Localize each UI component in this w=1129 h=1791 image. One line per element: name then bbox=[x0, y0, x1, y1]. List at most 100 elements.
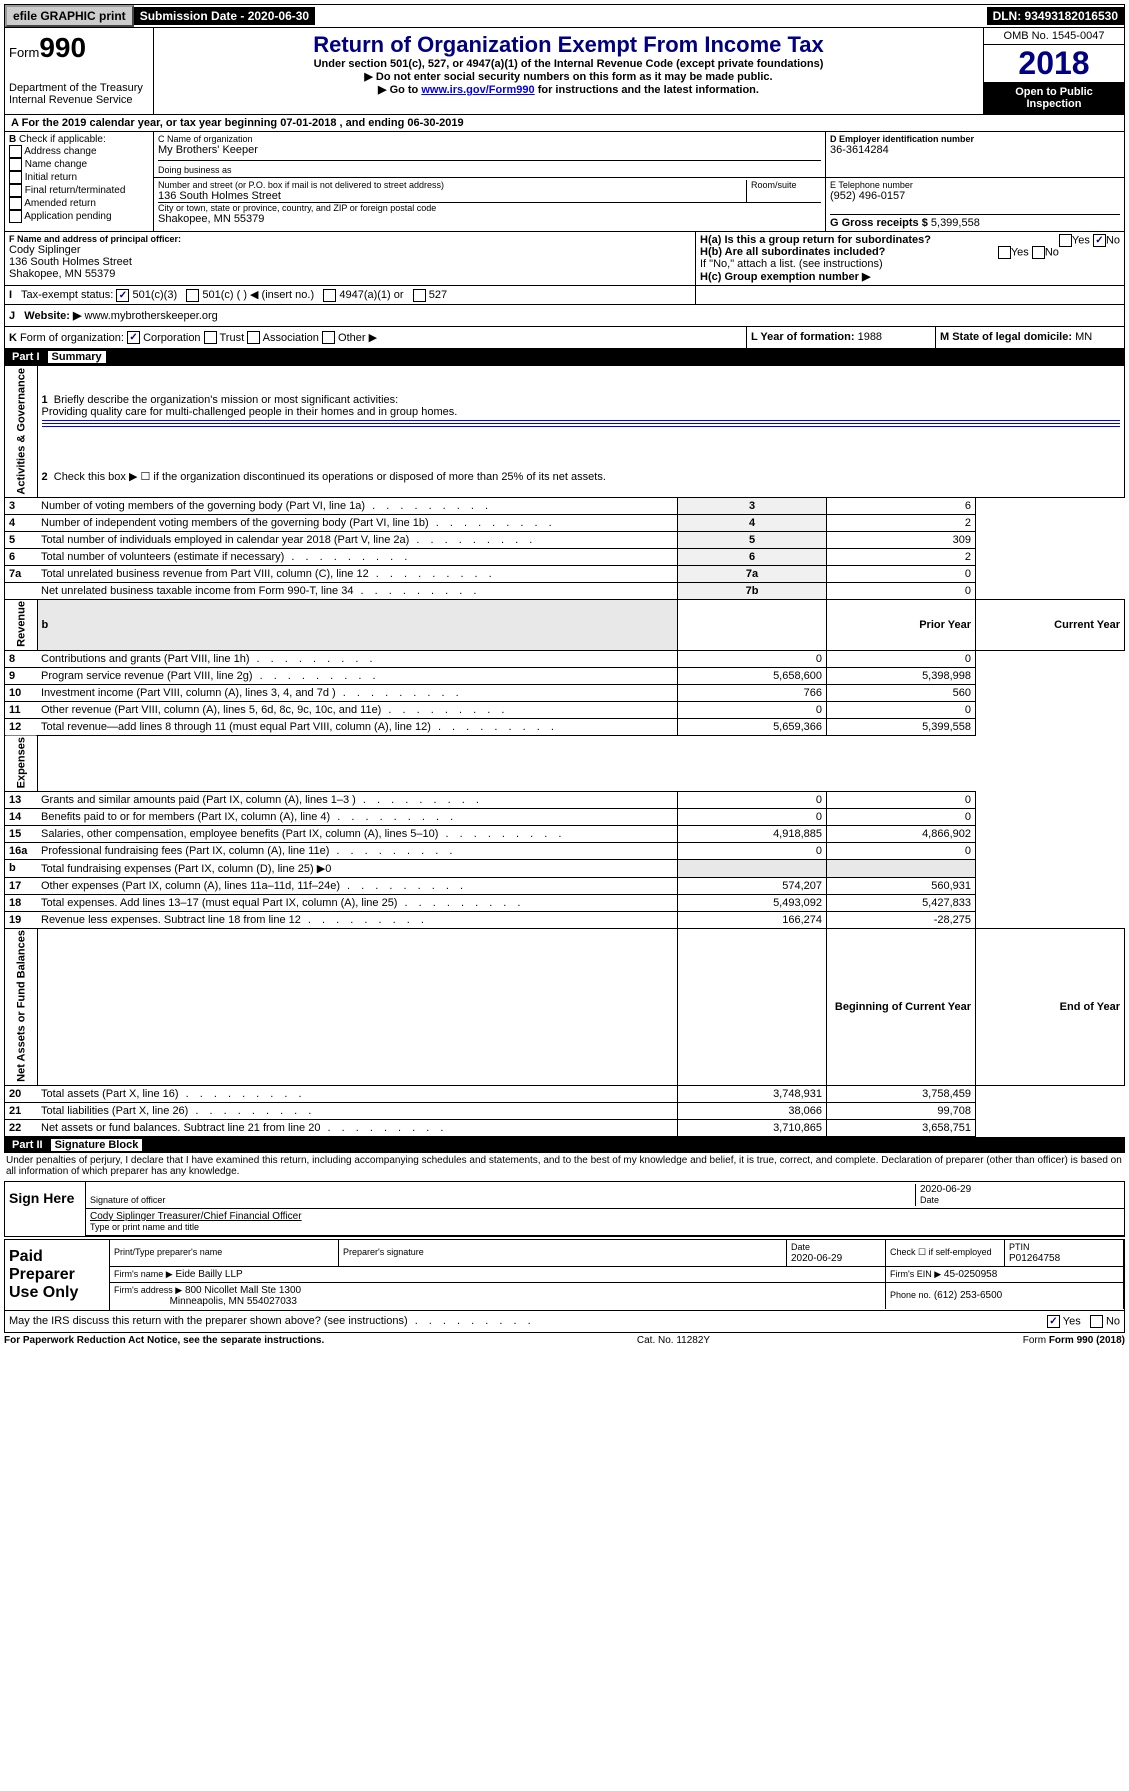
tax-exempt-label: Tax-exempt status: bbox=[21, 289, 113, 301]
website-label: Website: ▶ bbox=[24, 310, 81, 322]
side-revenue: Revenue bbox=[5, 599, 38, 650]
col-b-checkboxes: B Check if applicable: Address change Na… bbox=[5, 132, 154, 231]
checkbox-application-pending[interactable] bbox=[9, 210, 22, 223]
gross-receipts-label: G Gross receipts $ bbox=[830, 217, 928, 229]
form-number: 990 bbox=[39, 32, 86, 63]
discuss-row: May the IRS discuss this return with the… bbox=[4, 1311, 1125, 1333]
ha-no[interactable] bbox=[1093, 234, 1106, 247]
form-prefix: Form bbox=[9, 45, 39, 60]
tax-year: 2018 bbox=[984, 45, 1124, 82]
form-subtitle-1: Under section 501(c), 527, or 4947(a)(1)… bbox=[158, 58, 979, 70]
checkbox-4947[interactable] bbox=[323, 289, 336, 302]
room-label: Room/suite bbox=[751, 180, 821, 190]
h-c-label: H(c) Group exemption number ▶ bbox=[700, 270, 1120, 283]
section-a: A For the 2019 calendar year, or tax yea… bbox=[4, 115, 1125, 349]
open-to-public: Open to Public Inspection bbox=[984, 82, 1124, 114]
year-formation: 1988 bbox=[858, 331, 882, 343]
side-netassets: Net Assets or Fund Balances bbox=[5, 928, 38, 1085]
firm-name: Eide Bailly LLP bbox=[175, 1269, 242, 1280]
discuss-no[interactable] bbox=[1090, 1315, 1103, 1328]
dln: DLN: 93493182016530 bbox=[987, 7, 1124, 25]
hb-yes[interactable] bbox=[998, 246, 1011, 259]
sign-here-label: Sign Here bbox=[5, 1182, 86, 1236]
prior-year-header: Prior Year bbox=[827, 599, 976, 650]
side-activities: Activities & Governance bbox=[5, 366, 38, 498]
ptin: P01264758 bbox=[1009, 1253, 1060, 1264]
officer-printed-name: Cody Siplinger Treasurer/Chief Financial… bbox=[90, 1211, 302, 1222]
dept-treasury: Department of the Treasury bbox=[9, 82, 149, 94]
q1-label: Briefly describe the organization's miss… bbox=[54, 394, 398, 406]
h-b-label: H(b) Are all subordinates included? bbox=[700, 246, 885, 258]
gross-receipts: 5,399,558 bbox=[931, 217, 980, 229]
paid-preparer-block: Paid Preparer Use Only Print/Type prepar… bbox=[4, 1239, 1125, 1311]
dba-label: Doing business as bbox=[158, 165, 821, 175]
form-header: Form990 Department of the Treasury Inter… bbox=[4, 28, 1125, 115]
form-title: Return of Organization Exempt From Incom… bbox=[158, 32, 979, 58]
checkbox-initial-return[interactable] bbox=[9, 171, 22, 184]
checkbox-association[interactable] bbox=[247, 331, 260, 344]
checkbox-527[interactable] bbox=[413, 289, 426, 302]
form-subtitle-2: ▶ Do not enter social security numbers o… bbox=[158, 70, 979, 83]
checkbox-final-return[interactable] bbox=[9, 184, 22, 197]
domicile-label: M State of legal domicile: bbox=[940, 331, 1072, 343]
part-ii-header: Part IISignature Block bbox=[4, 1137, 1125, 1153]
submission-date: Submission Date - 2020-06-30 bbox=[134, 7, 315, 25]
q2-label: Check this box ▶ ☐ if the organization d… bbox=[54, 471, 606, 483]
checkbox-corporation[interactable] bbox=[127, 331, 140, 344]
checkbox-name-change[interactable] bbox=[9, 158, 22, 171]
form-org-label: Form of organization: bbox=[20, 332, 124, 344]
hb-no[interactable] bbox=[1032, 246, 1045, 259]
firm-phone: (612) 253-6500 bbox=[934, 1290, 1002, 1301]
officer-label: F Name and address of principal officer: bbox=[9, 234, 691, 244]
begin-year-header: Beginning of Current Year bbox=[827, 928, 976, 1085]
top-bar: efile GRAPHIC print Submission Date - 20… bbox=[4, 4, 1125, 28]
efile-graphic-print-button[interactable]: efile GRAPHIC print bbox=[5, 5, 134, 27]
addr-label: Number and street (or P.O. box if mail i… bbox=[158, 180, 746, 190]
officer-addr1: 136 South Holmes Street bbox=[9, 256, 691, 268]
omb-number: OMB No. 1545-0047 bbox=[984, 28, 1124, 45]
signature-block: Sign Here Signature of officer 2020-06-2… bbox=[4, 1181, 1125, 1237]
perjury-statement: Under penalties of perjury, I declare th… bbox=[4, 1153, 1125, 1179]
h-b-note: If "No," attach a list. (see instruction… bbox=[700, 258, 1120, 270]
sig-date: 2020-06-29 bbox=[920, 1184, 971, 1195]
checkbox-trust[interactable] bbox=[204, 331, 217, 344]
part-i-table: Activities & Governance 1 Briefly descri… bbox=[4, 365, 1125, 1137]
officer-name: Cody Siplinger bbox=[9, 244, 691, 256]
city-state-zip: Shakopee, MN 55379 bbox=[158, 213, 821, 225]
firm-ein: 45-0250958 bbox=[944, 1269, 997, 1280]
goto-pre: ▶ Go to bbox=[378, 84, 421, 96]
domicile: MN bbox=[1075, 331, 1092, 343]
checkbox-address-change[interactable] bbox=[9, 145, 22, 158]
checkbox-501c[interactable] bbox=[186, 289, 199, 302]
irs-link[interactable]: www.irs.gov/Form990 bbox=[421, 84, 534, 96]
sig-officer-label: Signature of officer bbox=[90, 1195, 165, 1205]
irs-label: Internal Revenue Service bbox=[9, 94, 149, 106]
checkbox-501c3[interactable] bbox=[116, 289, 129, 302]
org-name-label: C Name of organization bbox=[158, 134, 821, 144]
officer-addr2: Shakopee, MN 55379 bbox=[9, 268, 691, 280]
self-employed-check[interactable]: Check ☐ if self-employed bbox=[890, 1247, 992, 1257]
phone-label: E Telephone number bbox=[830, 180, 1120, 190]
checkbox-amended[interactable] bbox=[9, 197, 22, 210]
checkbox-other[interactable] bbox=[322, 331, 335, 344]
ein: 36-3614284 bbox=[830, 144, 1120, 156]
website-url: www.mybrotherskeeper.org bbox=[85, 310, 218, 322]
city-label: City or town, state or province, country… bbox=[158, 203, 821, 213]
ha-yes[interactable] bbox=[1059, 234, 1072, 247]
part-i-header: Part ISummary bbox=[4, 349, 1125, 365]
side-expenses: Expenses bbox=[5, 735, 38, 791]
phone: (952) 496-0157 bbox=[830, 190, 1120, 202]
org-name: My Brothers' Keeper bbox=[158, 144, 821, 156]
preparer-date: 2020-06-29 bbox=[791, 1253, 842, 1264]
goto-post: for instructions and the latest informat… bbox=[535, 84, 759, 96]
current-year-header: Current Year bbox=[976, 599, 1125, 650]
footer: For Paperwork Reduction Act Notice, see … bbox=[4, 1333, 1125, 1348]
end-year-header: End of Year bbox=[976, 928, 1125, 1085]
tax-year-range: A For the 2019 calendar year, or tax yea… bbox=[5, 115, 1124, 131]
mission-text: Providing quality care for multi-challen… bbox=[42, 406, 458, 418]
discuss-yes[interactable] bbox=[1047, 1315, 1060, 1328]
h-a-label: H(a) Is this a group return for subordin… bbox=[700, 234, 931, 246]
paid-preparer-label: Paid Preparer Use Only bbox=[5, 1240, 110, 1310]
firm-address: 800 Nicollet Mall Ste 1300 bbox=[185, 1285, 301, 1296]
street-address: 136 South Holmes Street bbox=[158, 190, 746, 202]
